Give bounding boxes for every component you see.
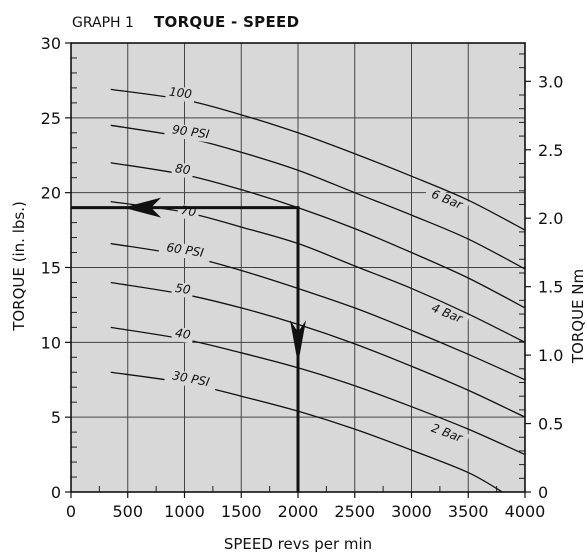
curve-label: 100 [168, 85, 193, 102]
curve-label: 70 [180, 203, 198, 219]
chart-title-prefix: GRAPH 1 [72, 15, 134, 31]
x-tick-label: 3000 [391, 502, 432, 521]
curve-label-bg [165, 85, 196, 103]
y-tick-labels: 0 5 10 15 20 25 30 [41, 34, 71, 502]
x-tick-label: 4000 [505, 502, 546, 521]
y-axis-label: TORQUE (in. lbs.) [10, 201, 28, 332]
bar-label-bg [423, 299, 470, 329]
curve-label: 60 PSI [166, 240, 206, 260]
curve-label-bg [171, 326, 195, 344]
arrow-down-icon [290, 320, 306, 365]
x-tick-labels: 0 500 1000 1500 2000 2500 3000 3500 4000 [66, 492, 545, 521]
curve-label-bg [171, 281, 195, 299]
curve-label-group: 40 [171, 326, 195, 344]
curve-label-bg [171, 161, 195, 179]
y2-tick-label: 2.5 [538, 141, 563, 160]
y2-tick-label: 3.0 [538, 72, 563, 91]
curve-label-group: 100 [165, 85, 196, 103]
y-tick-label: 10 [41, 333, 61, 352]
x-tick-label: 2500 [334, 502, 375, 521]
curve-label-bg [164, 122, 218, 144]
bar-label-bg [423, 419, 470, 448]
y-tick-label: 20 [41, 184, 61, 203]
x-axis-label: SPEED revs per min [224, 535, 372, 553]
curve-label-bg [164, 367, 218, 392]
curve-label-group: 60 PSI [158, 240, 212, 262]
x-tick-label: 1000 [164, 502, 205, 521]
curve-labels: 100 90 PSI 80 70 60 PSI 50 40 30 PSI [158, 85, 218, 392]
arrow-left-icon [123, 197, 162, 218]
x-tick-label: 500 [112, 502, 143, 521]
curve-label-group: 50 [171, 281, 195, 299]
curve-label: 50 [174, 281, 192, 297]
y2-tick-label: 1.5 [538, 278, 563, 297]
y-tick-label: 25 [41, 109, 61, 128]
curve-label: 90 PSI [171, 122, 211, 141]
y2-axis-label: TORQUE Nm [569, 269, 587, 364]
x-tick-label: 2000 [278, 502, 319, 521]
curve-label: 80 [174, 161, 191, 177]
y2-tick-label: 0 [538, 483, 548, 502]
y-tick-label: 5 [51, 408, 61, 427]
example-reading [71, 197, 306, 492]
bar-label-bg [423, 185, 470, 216]
y-tick-label: 30 [41, 34, 61, 53]
curve-label-bg [158, 240, 212, 262]
y2-tick-label: 1.0 [538, 346, 563, 365]
curve-label: 40 [174, 326, 192, 343]
y2-tick-label: 2.0 [538, 209, 563, 228]
curve-label-group: 90 PSI [164, 122, 218, 144]
curve-label-group: 80 [171, 161, 195, 179]
y2-tick-label: 0.5 [538, 415, 563, 434]
y2-tick-labels: 0 0.5 1.0 1.5 2.0 2.5 3.0 [525, 72, 563, 502]
x-tick-label: 3500 [448, 502, 489, 521]
y-tick-label: 15 [41, 259, 61, 278]
y-tick-label: 0 [51, 483, 61, 502]
curve-label-group: 30 PSI [164, 367, 218, 392]
x-tick-label: 1500 [221, 502, 262, 521]
x-tick-label: 0 [66, 502, 76, 521]
chart-title: TORQUE - SPEED [154, 13, 299, 31]
